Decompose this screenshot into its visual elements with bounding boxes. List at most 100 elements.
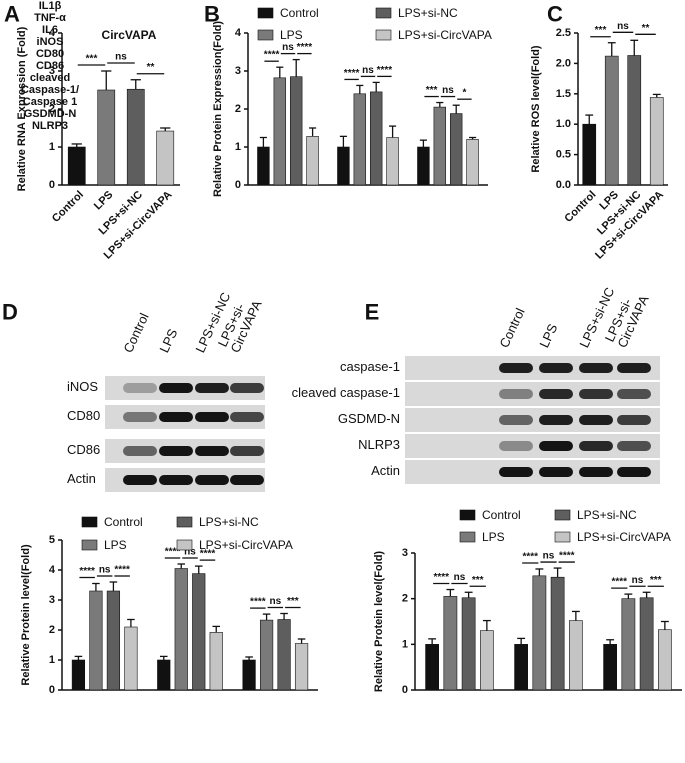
bar — [156, 130, 175, 186]
y-tick-label: 2 — [402, 593, 408, 605]
blot-band — [123, 446, 157, 456]
bar — [89, 590, 103, 691]
error-bar — [194, 565, 203, 574]
error-bar — [535, 568, 544, 576]
y-tick-label: 5 — [49, 534, 55, 546]
bar — [67, 146, 86, 186]
bar — [461, 597, 476, 691]
bar — [386, 137, 399, 186]
legend-swatch — [375, 29, 392, 41]
blot-band — [539, 363, 573, 373]
bar — [550, 576, 565, 691]
y-axis-label: Relative Protein level(Fold) — [20, 544, 32, 686]
bar — [209, 632, 223, 691]
y-tick-label: 1 — [235, 141, 241, 153]
significance-label: **** — [559, 551, 575, 562]
bar — [417, 146, 430, 186]
error-bar — [624, 593, 633, 599]
error-bar — [245, 656, 253, 660]
x-tick-label: Control — [50, 189, 86, 225]
x-tick-label: CD80 — [35, 48, 65, 60]
blot-band — [539, 415, 573, 425]
bar — [621, 598, 636, 691]
error-bar — [469, 136, 477, 140]
bar — [466, 139, 479, 186]
y-tick-label: 0.5 — [556, 149, 571, 161]
error-bar — [452, 104, 460, 114]
legend-label: Control — [104, 515, 143, 529]
blot-band — [579, 441, 613, 451]
blot-band — [499, 415, 533, 425]
blot-band — [617, 415, 651, 425]
blot-row-label: iNOS — [67, 379, 99, 394]
y-tick-label: 0 — [402, 684, 408, 696]
blot-band — [617, 467, 651, 477]
legend-label: LPS+si-CircVAPA — [398, 28, 492, 42]
bar — [289, 76, 303, 186]
error-bar — [446, 588, 455, 597]
error-bar — [517, 637, 526, 645]
significance-label: ns — [99, 565, 111, 576]
x-tick-label: cleaved Caspase-1/ Caspase 1 — [20, 72, 80, 108]
legend-label: LPS+si-NC — [199, 515, 259, 529]
y-tick-label: 1.5 — [556, 88, 571, 100]
blot-band — [539, 467, 573, 477]
x-tick-label: NLRP3 — [31, 120, 69, 132]
bar — [353, 93, 367, 186]
bar — [294, 643, 309, 691]
bar — [433, 106, 447, 186]
blot-band — [230, 383, 264, 393]
bar — [306, 136, 319, 186]
panel-letter: C — [547, 2, 563, 27]
bar — [337, 146, 350, 186]
y-tick-label: 3 — [235, 65, 241, 77]
y-tick-label: 1 — [49, 654, 55, 666]
y-tick-label: 1 — [402, 638, 408, 650]
blot-band — [579, 467, 613, 477]
y-tick-label: 0.0 — [556, 179, 571, 191]
x-tick-label: IL6 — [42, 24, 58, 36]
bar — [479, 630, 494, 691]
bar — [273, 77, 287, 186]
significance-label: ** — [147, 62, 155, 73]
blot-row-label: GSDMD-N — [337, 411, 400, 426]
error-bar — [276, 66, 284, 78]
legend-label: Control — [482, 508, 521, 522]
significance-label: **** — [165, 547, 181, 558]
error-bar — [436, 101, 444, 108]
significance-label: **** — [200, 549, 216, 560]
y-tick-label: 2 — [49, 624, 55, 636]
legend-label: LPS+si-NC — [398, 6, 458, 20]
error-bar — [259, 136, 267, 147]
bar — [514, 644, 529, 691]
bar — [582, 123, 597, 186]
error-bar — [101, 70, 112, 90]
error-bar — [389, 125, 397, 138]
error-bar — [92, 582, 100, 591]
blot-band — [230, 446, 264, 456]
error-bar — [642, 591, 651, 598]
legend-swatch — [459, 509, 476, 521]
significance-label: **** — [297, 42, 313, 53]
significance-label: **** — [79, 566, 95, 577]
significance-label: **** — [433, 572, 449, 583]
legend-swatch — [459, 531, 476, 543]
bar — [568, 620, 583, 691]
error-bar — [130, 79, 141, 90]
blot-band — [499, 389, 533, 399]
significance-label: * — [462, 88, 466, 99]
significance-label: *** — [650, 575, 662, 586]
x-tick-label: TNF-α — [34, 12, 66, 24]
bar — [649, 97, 664, 186]
significance-label: ns — [617, 21, 629, 32]
bar — [259, 619, 274, 691]
error-bar — [482, 619, 491, 631]
error-bar — [630, 39, 639, 56]
significance-label: ns — [454, 572, 466, 583]
chart-title: CircVAPA — [102, 28, 157, 42]
legend-label: LPS — [104, 538, 127, 552]
x-tick-label: LPS — [92, 189, 116, 213]
blot-row-label: caspase-1 — [340, 359, 400, 374]
significance-label: ns — [543, 551, 555, 562]
